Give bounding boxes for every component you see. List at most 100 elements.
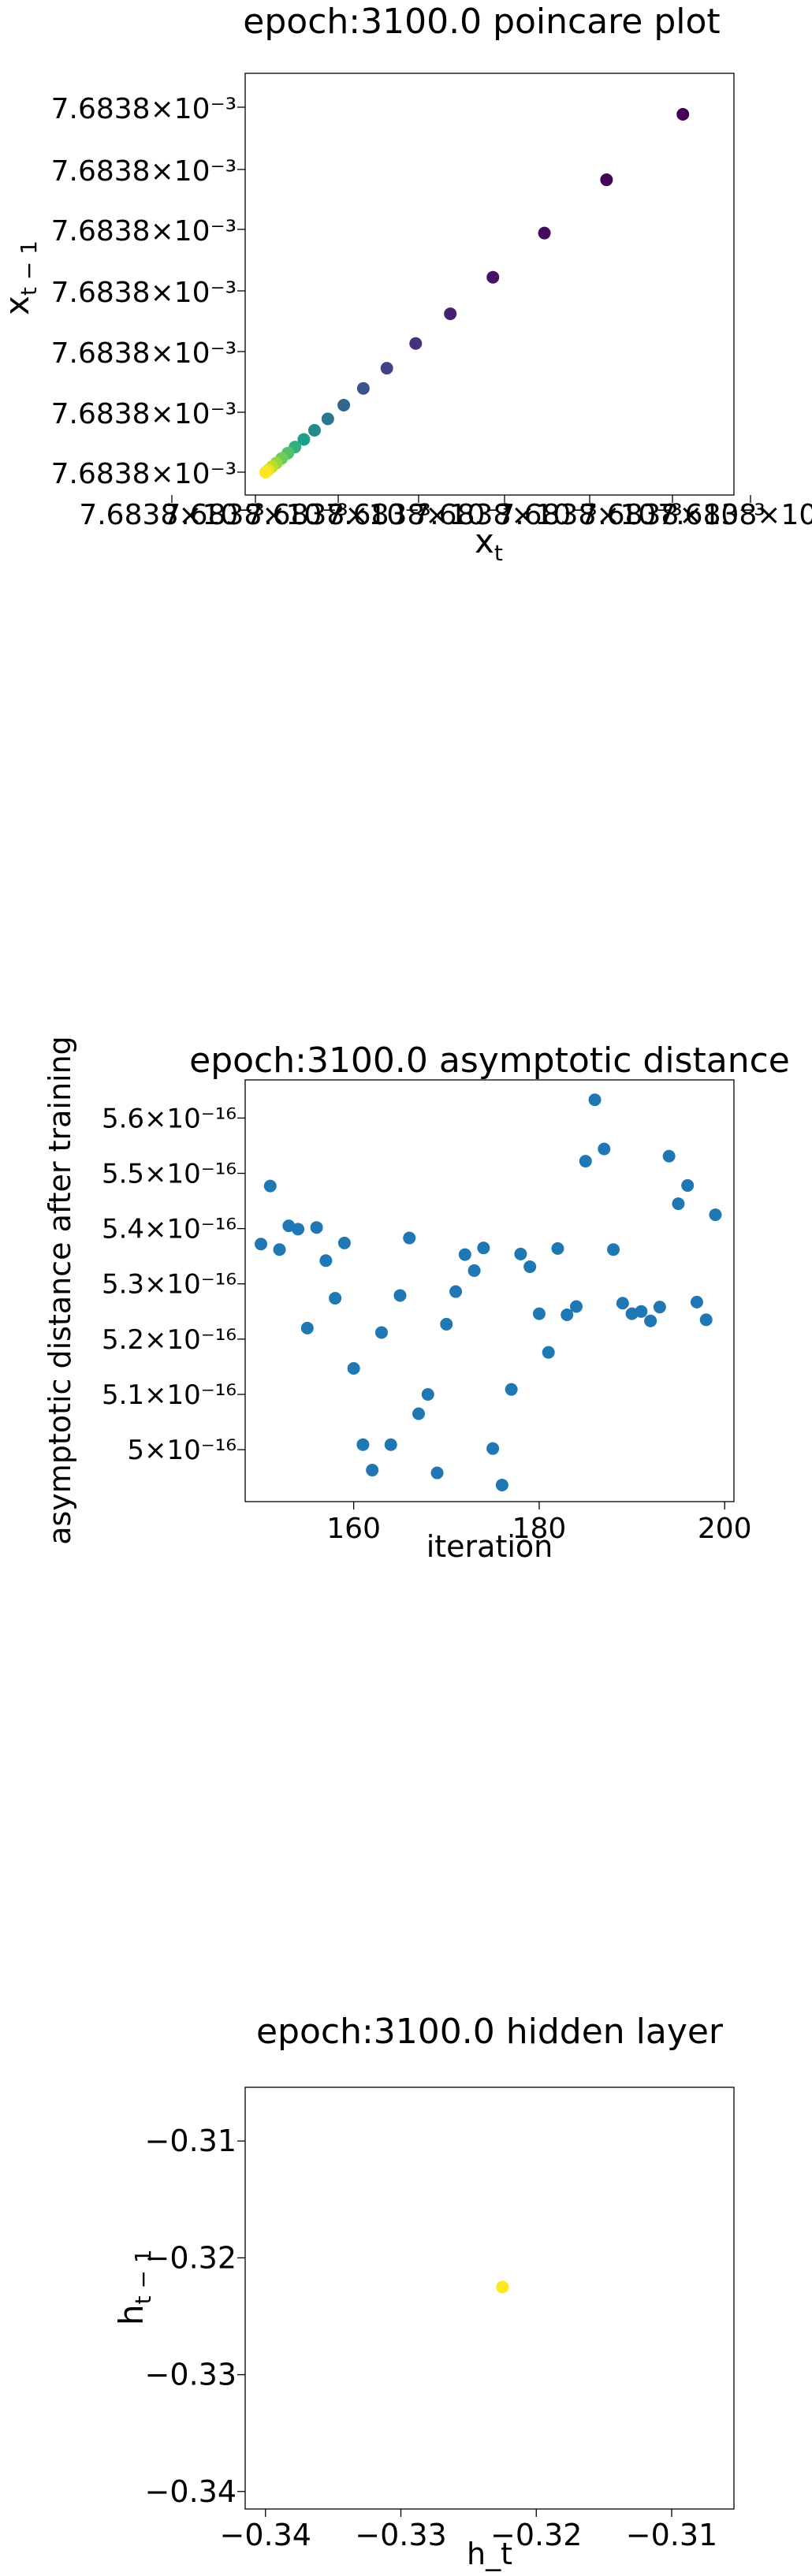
poincare-y-ticks: 7.6838×10⁻³ 7.6838×10⁻³ 7.6838×10⁻³ 7.6838×… xyxy=(51,93,245,490)
data-point xyxy=(672,1197,685,1211)
x-tick-label: −0.33 xyxy=(355,2518,446,2552)
hidden-layer-plot-frame xyxy=(244,2086,735,2510)
data-point xyxy=(496,2280,509,2294)
asymptotic-y-label: asymptotic distance after training xyxy=(43,1036,77,1545)
data-point xyxy=(676,107,690,121)
data-point xyxy=(347,1362,360,1375)
x-tick-label: 7.6838×10⁻³ xyxy=(162,499,348,531)
x-tick-label: 7.6838×10⁻³ xyxy=(497,499,682,531)
hidden-layer-x-label: h_t xyxy=(467,2537,512,2571)
asymptotic-x-label: iteration xyxy=(426,1529,553,1564)
data-point xyxy=(380,362,393,375)
data-point xyxy=(310,1221,323,1234)
poincare-points xyxy=(259,107,690,478)
x-tick-label: 7.6838×10⁻³ xyxy=(657,499,812,531)
data-point xyxy=(321,412,334,426)
asymptotic-points xyxy=(255,1093,722,1491)
data-point xyxy=(393,1289,407,1302)
data-point xyxy=(263,1179,277,1193)
poincare-plot-frame xyxy=(244,73,735,496)
x-tick-label: 7.6838×10⁻³ xyxy=(326,499,511,531)
data-point xyxy=(635,1305,648,1318)
x-tick-label: 7.6838×10⁻³ xyxy=(245,499,430,531)
data-point xyxy=(542,1346,555,1359)
hidden-layer-points xyxy=(496,2280,509,2294)
data-point xyxy=(477,1241,490,1255)
data-point xyxy=(337,398,351,411)
data-point xyxy=(616,1297,629,1310)
y-tick-label: 5.1×10⁻¹⁶ xyxy=(102,1379,237,1411)
y-tick-label: 7.6838×10⁻³ xyxy=(51,277,237,309)
x-tick-label: 7.6838×10⁻³ xyxy=(579,499,765,531)
asymptotic-y-ticks: 5×10⁻¹⁶ 5.1×10⁻¹⁶ 5.2×10⁻¹⁶ 5.3×10⁻¹⁶ 5.4×10… xyxy=(102,1103,245,1466)
data-point xyxy=(366,1464,379,1477)
data-point xyxy=(421,1387,434,1401)
data-point xyxy=(579,1155,592,1168)
data-point xyxy=(607,1243,620,1256)
asymptotic-title: epoch:3100.0 asymptotic distance xyxy=(189,1040,790,1081)
x-tick-label: 7.6838×10⁻³ xyxy=(79,499,264,531)
data-point xyxy=(699,1313,713,1327)
x-tick-label: 180 xyxy=(512,1513,567,1545)
x-tick-label: −0.34 xyxy=(220,2518,311,2552)
data-point xyxy=(505,1383,518,1396)
y-tick-label: −0.33 xyxy=(145,2358,237,2392)
data-point xyxy=(600,173,613,187)
data-point xyxy=(467,1264,481,1277)
y-tick-label: 7.6838×10⁻³ xyxy=(51,337,237,370)
asymptotic-chart: epoch:3100.0 asymptotic distance 5×10⁻¹⁶… xyxy=(43,1036,790,1564)
hidden-layer-title: epoch:3100.0 hidden layer xyxy=(256,2012,724,2052)
y-tick-label: 5.6×10⁻¹⁶ xyxy=(102,1103,237,1134)
data-point xyxy=(653,1301,666,1314)
y-tick-label: 5.2×10⁻¹⁶ xyxy=(102,1324,237,1356)
data-point xyxy=(255,1238,267,1251)
poincare-title: epoch:3100.0 poincare plot xyxy=(243,2,720,42)
asymptotic-plot-frame xyxy=(244,1079,735,1502)
data-point xyxy=(681,1178,695,1192)
data-point xyxy=(384,1438,397,1451)
data-point xyxy=(449,1285,463,1298)
x-tick-label: −0.32 xyxy=(490,2518,582,2552)
y-tick-label: −0.31 xyxy=(145,2124,237,2158)
data-point xyxy=(300,1321,314,1335)
data-point xyxy=(495,1478,508,1491)
data-point xyxy=(532,1307,546,1320)
data-point xyxy=(561,1308,574,1322)
data-point xyxy=(644,1314,657,1327)
x-tick-label: −0.31 xyxy=(626,2518,717,2552)
hidden-layer-y-label: ht − 1 xyxy=(112,2249,156,2325)
hidden-layer-chart: epoch:3100.0 hidden layer −0.34 −0.33 −0.3… xyxy=(112,2012,735,2571)
data-point xyxy=(570,1300,583,1313)
data-point xyxy=(412,1407,425,1420)
hidden-layer-y-ticks: −0.34 −0.33 −0.32 −0.31 xyxy=(145,2124,245,2509)
y-tick-label: −0.32 xyxy=(145,2240,237,2275)
data-point xyxy=(538,226,551,240)
data-point xyxy=(403,1231,416,1245)
data-point xyxy=(458,1248,471,1261)
y-tick-label: 7.6838×10⁻³ xyxy=(51,398,237,430)
y-tick-label: 5.4×10⁻¹⁶ xyxy=(102,1214,237,1245)
data-point xyxy=(598,1142,611,1156)
data-point xyxy=(329,1291,342,1305)
data-point xyxy=(307,423,321,437)
y-tick-label: 7.6838×10⁻³ xyxy=(51,93,237,125)
data-point xyxy=(523,1260,537,1273)
data-point xyxy=(690,1295,703,1308)
poincare-x-ticks: 7.6838×10⁻³7.6838×10⁻³7.6838×10⁻³7.6838×… xyxy=(79,495,812,531)
data-point xyxy=(440,1317,453,1331)
x-tick-label: 200 xyxy=(698,1513,752,1545)
y-tick-label: 5.5×10⁻¹⁶ xyxy=(102,1158,237,1189)
x-tick-label: 7.6838×10⁻³ xyxy=(412,499,597,531)
data-point xyxy=(430,1466,444,1480)
data-point xyxy=(356,1438,370,1451)
x-tick-label: 160 xyxy=(326,1513,381,1545)
y-tick-label: 5×10⁻¹⁶ xyxy=(127,1435,237,1466)
poincare-y-label: xt − 1 xyxy=(0,240,42,315)
data-point xyxy=(319,1254,333,1268)
data-point xyxy=(259,466,272,478)
data-point xyxy=(551,1241,564,1255)
data-point xyxy=(486,1442,500,1455)
data-point xyxy=(709,1208,722,1222)
data-point xyxy=(356,382,370,395)
